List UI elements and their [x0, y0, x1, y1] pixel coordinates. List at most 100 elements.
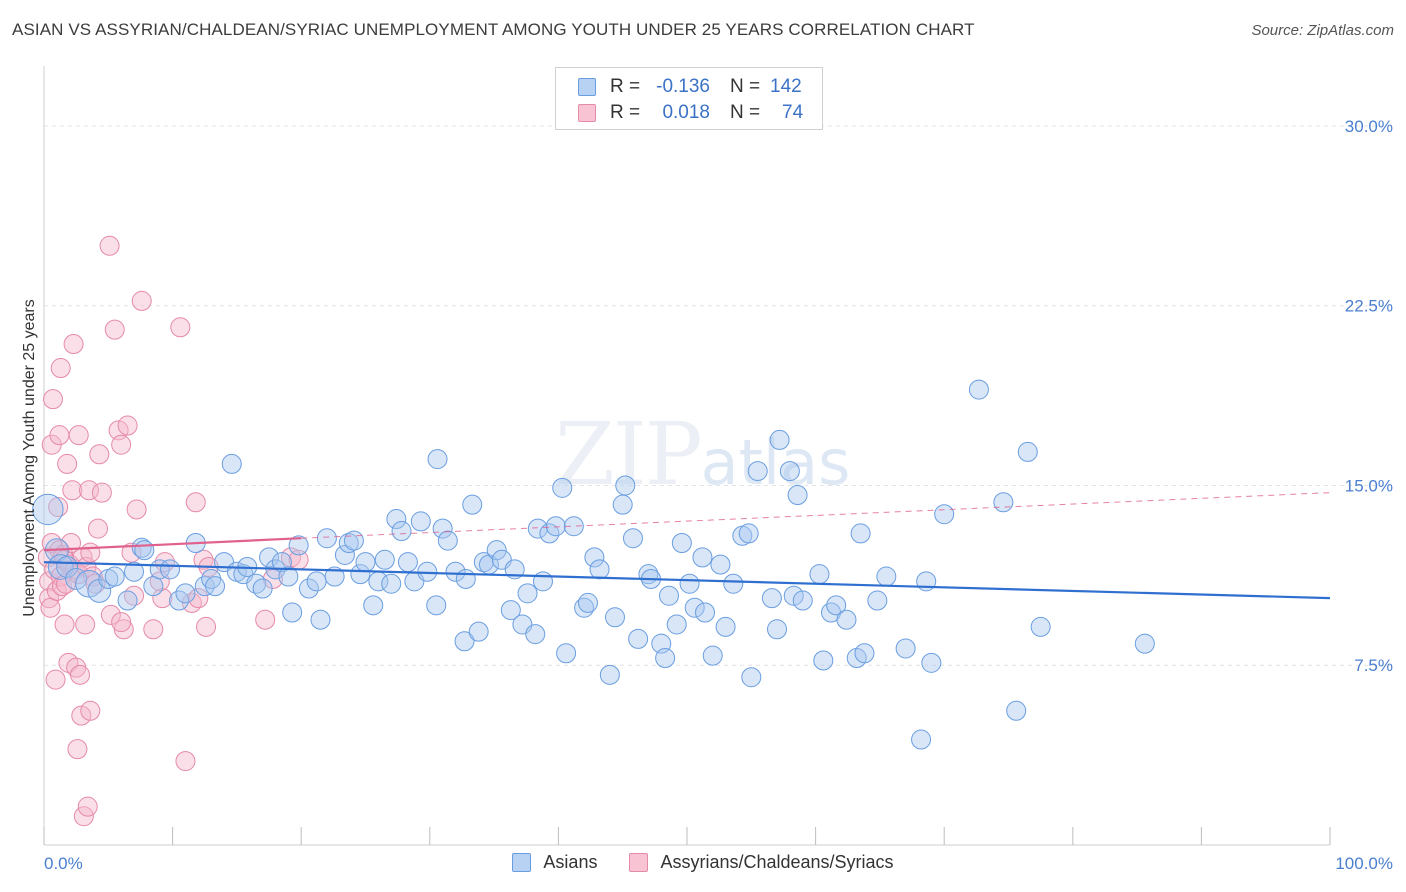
legend-n-value: 142 — [770, 76, 802, 97]
asian-point — [1017, 441, 1038, 462]
assyrian-trend-extension — [301, 492, 1331, 539]
asian-point — [175, 583, 196, 604]
y-tick-label: 7.5% — [1354, 656, 1393, 675]
assyrian-point — [57, 453, 78, 474]
series-legend-assyrians[interactable]: Assyrians/Chaldeans/Syriacs — [629, 852, 894, 873]
assyrian-point — [68, 425, 89, 446]
series-label: Asians — [543, 852, 598, 872]
assyrian-point — [185, 492, 206, 513]
asian-point — [628, 628, 649, 649]
y-tick-label: 15.0% — [1345, 476, 1393, 495]
asian-point — [968, 379, 989, 400]
asian-point — [671, 532, 692, 553]
legend-n-label: N = — [730, 76, 761, 97]
asian-point — [252, 578, 273, 599]
asian-point — [769, 429, 790, 450]
assyrian-point — [89, 444, 110, 465]
series-swatch-pink — [629, 853, 649, 872]
assyrian-point — [52, 576, 73, 597]
asian-point — [552, 477, 573, 498]
asian-point — [684, 597, 705, 618]
assyrian-point — [100, 604, 121, 625]
asian-point — [934, 504, 955, 525]
asian-point — [350, 564, 371, 585]
series-legend-asians[interactable]: Asians — [512, 852, 597, 873]
asian-point — [104, 566, 125, 587]
asian-point — [710, 554, 731, 575]
assyrian-point — [62, 480, 83, 501]
asian-point — [545, 516, 566, 537]
asian-point — [288, 535, 309, 556]
source-label: Source: ZipAtlas.com — [1251, 22, 1394, 39]
asian-point — [876, 566, 897, 587]
asian-point — [486, 540, 507, 561]
asian-point — [747, 461, 768, 482]
assyrian-point — [280, 547, 301, 568]
asian-point — [1030, 616, 1051, 637]
assyrian-point — [70, 664, 91, 685]
asian-point — [160, 559, 181, 580]
assyrian-point — [77, 796, 98, 817]
assyrian-point — [40, 597, 61, 618]
asian-point — [391, 521, 412, 542]
legend-swatch-blue — [578, 78, 596, 96]
asian-point — [921, 652, 942, 673]
asian-point — [867, 590, 888, 611]
asian-point — [298, 578, 319, 599]
asian-point — [432, 518, 453, 539]
legend-row-asians: R = -0.136 N = 142 — [578, 74, 810, 100]
asian-point — [324, 566, 345, 587]
y-tick-label: 30.0% — [1345, 117, 1393, 136]
asian-point — [826, 595, 847, 616]
asian-point — [599, 664, 620, 685]
asian-point — [445, 561, 466, 582]
assyrian-point — [111, 612, 132, 633]
asian-point — [374, 549, 395, 570]
asian-point — [695, 602, 716, 623]
asian-point — [278, 566, 299, 587]
assyrian-point — [193, 549, 214, 570]
assyrian-point — [121, 542, 142, 563]
asian-point — [563, 516, 584, 537]
asian-point — [338, 532, 359, 553]
asian-point — [259, 547, 280, 568]
assyrian-point — [188, 588, 209, 609]
asian-point — [134, 540, 155, 561]
asian-point — [437, 530, 458, 551]
legend-swatch-pink — [578, 104, 596, 122]
asian-point — [761, 588, 782, 609]
legend-r-value: 0.018 — [662, 102, 710, 123]
asian-point — [589, 559, 610, 580]
asian-point — [854, 643, 875, 664]
asian-point — [895, 638, 916, 659]
stats-legend: R = -0.136 N = 142 R = 0.018 N = 74 — [555, 67, 823, 130]
asian-point — [741, 667, 762, 688]
asian-point — [316, 528, 337, 549]
asian-point — [468, 621, 489, 642]
series-label: Assyrians/Chaldeans/Syriacs — [660, 852, 894, 872]
asian-point — [655, 648, 676, 669]
assyrian-point — [99, 235, 120, 256]
asian-point — [911, 729, 932, 750]
asian-point — [205, 576, 226, 597]
asian-point — [779, 461, 800, 482]
asian-point — [355, 552, 376, 573]
asian-point — [783, 585, 804, 606]
assyrian-point — [43, 389, 64, 410]
assyrian-point — [45, 669, 66, 690]
x-tick-label: 100.0% — [1335, 854, 1393, 873]
assyrian-point — [80, 542, 101, 563]
asian-point — [723, 573, 744, 594]
assyrian-point — [63, 334, 84, 355]
series-legend: Asians Assyrians/Chaldeans/Syriacs — [0, 852, 1406, 873]
assyrian-point — [88, 518, 109, 539]
assyrian-point — [170, 317, 191, 338]
asian-point — [381, 573, 402, 594]
asian-point — [715, 616, 736, 637]
asian-point — [455, 568, 476, 589]
asian-point — [612, 494, 633, 515]
asian-point — [117, 590, 138, 611]
asian-point — [666, 614, 687, 635]
assyrian-point — [91, 482, 112, 503]
